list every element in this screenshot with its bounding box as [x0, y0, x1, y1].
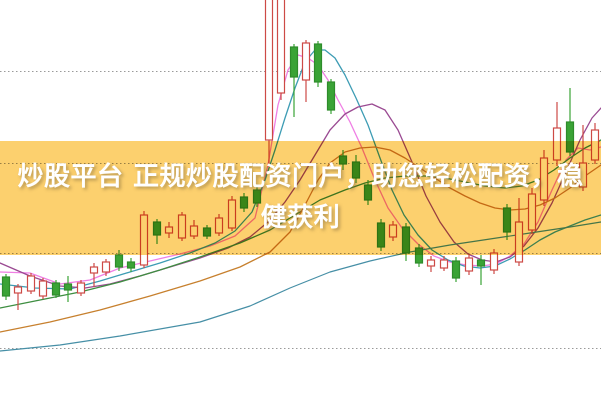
promo-banner-overlay [0, 141, 601, 255]
promo-banner-text: 炒股平台 正规炒股配资门户，助您轻松配资，稳 健获利 [0, 141, 601, 255]
promo-banner-line2: 健获利 [260, 203, 341, 233]
promo-banner-line1: 炒股平台 正规炒股配资门户，助您轻松配资，稳 [17, 162, 584, 192]
